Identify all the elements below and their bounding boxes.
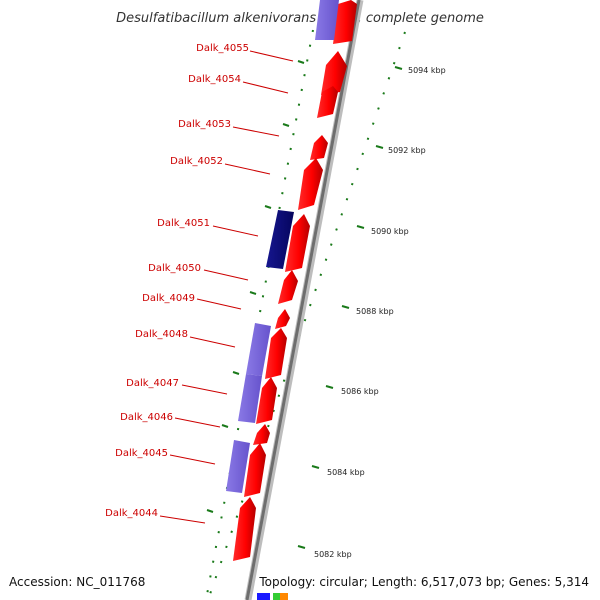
gene-label: Dalk_4051	[157, 218, 210, 229]
major-tick	[356, 225, 365, 229]
genome-summary-text: Topology: circular; Length: 6,517,073 bp…	[258, 575, 589, 589]
scale-label: 5084 kbp	[327, 468, 365, 477]
gene-dalk-4055	[321, 51, 347, 95]
gene-label: Dalk_4048	[135, 329, 188, 340]
scale-label: 5094 kbp	[408, 66, 446, 75]
gene-label: Dalk_4054	[188, 74, 241, 85]
tick-ring	[207, 31, 406, 600]
major-tick	[394, 66, 403, 70]
bottom-feature-green	[273, 593, 280, 600]
gene-label: Dalk_4055	[196, 43, 249, 54]
genome-title: Desulfatibacillum alkenivorans AK-01, co…	[116, 11, 484, 26]
gene-dalk-4053	[310, 135, 328, 160]
gene-label: Dalk_4050	[148, 263, 201, 274]
reverse-genes	[226, 0, 339, 493]
scale-label: 5090 kbp	[371, 227, 409, 236]
gene-dalk-4049	[275, 309, 290, 329]
gene-label: Dalk_4046	[120, 412, 173, 423]
gene-dalk-4047	[256, 377, 277, 424]
reverse-gene-dalk-4051	[266, 210, 294, 269]
major-tick	[297, 545, 306, 549]
gene-dalk-4044	[233, 497, 256, 561]
gene-label: Dalk_4049	[142, 293, 195, 304]
reverse-gene-dalk-4048	[246, 323, 271, 376]
gene-label: Dalk_4044	[105, 508, 158, 519]
forward-genes	[233, 0, 357, 561]
genome-backbone	[244, 0, 364, 600]
scale-label: 5092 kbp	[388, 146, 426, 155]
major-tick	[311, 465, 320, 469]
scale-label: 5088 kbp	[356, 307, 394, 316]
gene-dalk-4052	[298, 158, 323, 210]
inner-dot-ring	[205, 29, 314, 600]
gene-dalk-4051	[285, 214, 310, 272]
gene-dalk-4045	[244, 443, 266, 497]
bottom-feature-orange	[280, 593, 288, 600]
bottom-feature-blue	[257, 593, 270, 600]
major-tick	[341, 305, 350, 309]
major-tick	[375, 145, 384, 149]
major-tick	[325, 385, 334, 389]
gene-labels: Dalk_4055 Dalk_4054 Dalk_4053 Dalk_4052 …	[105, 43, 249, 519]
gene-dalk-4054	[317, 86, 338, 118]
reverse-gene-dalk-4045	[226, 440, 250, 493]
reverse-gene-dalk-4047	[238, 374, 262, 423]
gene-label: Dalk_4052	[170, 156, 223, 167]
accession-text: Accession: NC_011768	[9, 575, 145, 589]
gene-label: Dalk_4047	[126, 378, 179, 389]
gene-label: Dalk_4045	[115, 448, 168, 459]
scale-labels: 5094 kbp 5092 kbp 5090 kbp 5088 kbp 5086…	[314, 66, 446, 559]
gene-label: Dalk_4053	[178, 119, 231, 130]
major-ticks	[297, 66, 403, 549]
inner-dashes	[206, 60, 305, 513]
gene-dalk-4046	[253, 424, 270, 445]
reverse-gene-top	[315, 0, 339, 40]
gene-dalk-4048	[265, 328, 287, 379]
scale-label: 5082 kbp	[314, 550, 352, 559]
gene-dalk-4056	[333, 0, 357, 44]
scale-label: 5086 kbp	[341, 387, 379, 396]
label-leaders	[159, 50, 294, 524]
gene-dalk-4050	[278, 270, 298, 304]
bottom-features	[257, 593, 288, 600]
